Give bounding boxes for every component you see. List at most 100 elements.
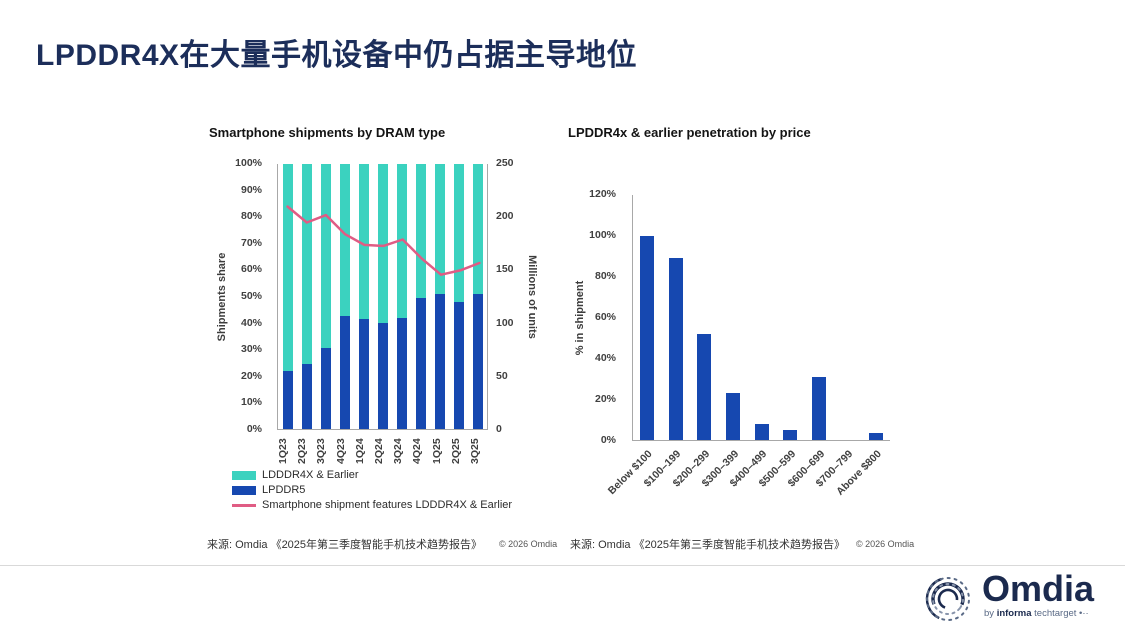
stacked-bar [453,164,464,429]
chart2-bars [633,195,890,440]
segment-lpddr5 [472,293,483,429]
legend-label: LPDDR5 [262,484,306,496]
chart1-yaxis-right: 250 200 150 100 50 0 [488,157,528,435]
chart1-ytick-left: 10% [240,396,262,409]
chart2-xtick: Below $100 [605,448,655,497]
chart1-ytick-right: 100 [496,316,514,329]
omdia-logo-tagline: by informa techtarget •·· [984,608,1089,619]
chart1-ytick-right: 50 [496,369,508,382]
omdia-logo: Omdia by informa techtarget •·· [922,568,1112,624]
segment-ldddr4x [453,164,464,302]
price-bar [668,258,683,440]
chart2-yaxis: 120% 100% 80% 60% 40% 20% 0% [556,188,624,446]
legend-label: Smartphone shipment features LDDDR4X & E… [262,499,513,511]
chart2-ytick: 20% [594,393,616,405]
chart1-xtick: 3Q24 [392,438,405,464]
stacked-bar [339,164,350,429]
bar-slot-$500–599 [776,195,805,440]
legend-item: LPDDR5 [232,484,512,496]
chart1-ytick-left: 20% [240,369,262,382]
footer-divider [0,565,1125,566]
segment-lpddr5 [282,370,293,429]
chart1-ytick-left: 90% [240,183,262,196]
chart2-ytick: 80% [594,270,616,282]
chart1-xtick: 1Q23 [277,438,289,464]
slide-title: LPDDR4X在大量手机设备中仍占据主导地位 [36,39,638,72]
bar-slot-4Q24 [411,164,430,429]
segment-lpddr5 [377,323,388,429]
bar-slot-3Q23 [316,164,335,429]
price-bar [783,429,798,440]
legend-item: Smartphone shipment features LDDDR4X & E… [232,499,512,511]
segment-ldddr4x [282,164,293,371]
chart2-ytick: 40% [594,352,616,364]
segment-ldddr4x [358,164,369,320]
stacked-bar [377,164,388,429]
segment-ldddr4x [320,164,331,349]
bar-slot-$700–799 [833,195,862,440]
segment-lpddr5 [453,301,464,429]
bar-slot-Below $100 [633,195,662,440]
segment-lpddr5 [434,293,445,429]
tagline-techtarget: techtarget •·· [1031,608,1089,619]
chart1-xtick: 3Q25 [468,438,481,464]
bar-slot-$600–699 [804,195,833,440]
segment-lpddr5 [320,348,331,429]
chart2-ytick: 60% [594,311,616,323]
chart2-ytick: 100% [589,229,616,241]
stacked-bar [282,164,293,429]
price-bar [697,333,712,440]
segment-ldddr4x [434,164,445,294]
segment-lpddr5 [415,297,426,429]
stacked-bar [415,164,426,429]
chart1-xtick: 2Q24 [372,438,385,464]
stacked-bar [301,164,312,429]
chart2-title: LPDDR4x & earlier penetration by price [568,125,811,140]
chart2-ytick: 120% [589,188,616,200]
bar-slot-$300–399 [719,195,748,440]
segment-ldddr4x [301,164,312,365]
chart1-ytick-left: 30% [240,343,262,356]
stacked-bar [434,164,445,429]
chart1-ytick-left: 0% [246,423,262,435]
bar-slot-$100–199 [662,195,691,440]
bar-slot-2Q24 [373,164,392,429]
segment-lpddr5 [358,319,369,429]
chart2-xaxis: Below $100 $100–199 $200–299 $300–399 $400–4… [606,445,890,515]
bar-slot-$200–299 [690,195,719,440]
chart1-xtick: 4Q24 [411,438,424,464]
chart1-ytick-right: 250 [496,157,514,169]
bar-slot-1Q23 [278,164,297,429]
omdia-logo-icon [925,576,971,622]
segment-ldddr4x [339,164,350,317]
bar-slot-4Q23 [335,164,354,429]
chart1-plot [277,164,488,430]
bar-slot-1Q25 [430,164,449,429]
tagline-by: by [984,608,997,619]
legend-item: LDDDR4X & Earlier [232,469,512,481]
chart2-ytick: 0% [600,434,616,446]
chart1-ytick-left: 70% [240,236,262,249]
chart1-ytick-left: 100% [235,157,262,169]
chart2-source: 来源: Omdia 《2025年第三季度智能手机技术趋势报告》 [570,539,846,551]
bar-slot-$400–499 [747,195,776,440]
chart1-ytick-right: 150 [496,263,514,276]
segment-lpddr5 [396,317,407,429]
segment-ldddr4x [415,164,426,298]
chart-penetration-by-price: LPDDR4x & earlier penetration by price %… [556,120,936,530]
legend-line-swatch [232,503,256,507]
chart1-copyright: © 2026 Omdia [499,539,558,549]
legend-rect-swatch [232,485,256,495]
stacked-bar [358,164,369,429]
tagline-informa: informa [996,608,1032,619]
chart-shipments-by-dram: Smartphone shipments by DRAM type Shipme… [196,120,541,530]
price-bar [754,423,769,440]
chart1-title: Smartphone shipments by DRAM type [209,125,446,140]
chart1-ytick-left: 60% [240,263,262,276]
price-bar [868,432,883,440]
chart2-plot [632,195,890,441]
chart1-ytick-right: 200 [496,210,514,223]
chart1-xtick: 2Q23 [296,438,309,464]
chart1-ytick-right: 0 [496,423,502,435]
legend-label: LDDDR4X & Earlier [262,469,359,481]
